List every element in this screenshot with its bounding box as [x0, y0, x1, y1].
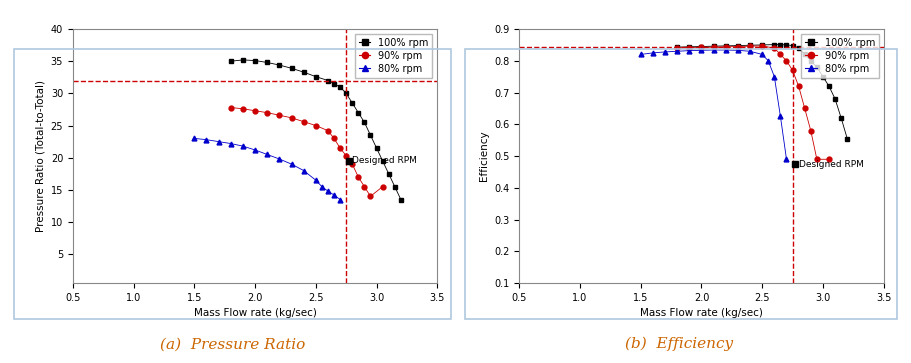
Legend: 100% rpm, 90% rpm, 80% rpm: 100% rpm, 90% rpm, 80% rpm	[801, 34, 879, 78]
Y-axis label: Pressure Ratio (Total-to-Total): Pressure Ratio (Total-to-Total)	[36, 80, 46, 232]
Text: (b)  Efficiency: (b) Efficiency	[625, 337, 732, 351]
Y-axis label: Efficiency: Efficiency	[478, 131, 488, 182]
X-axis label: Mass Flow rate (kg/sec): Mass Flow rate (kg/sec)	[640, 309, 763, 318]
Text: Designed RPM: Designed RPM	[353, 156, 417, 166]
Text: Designed RPM: Designed RPM	[799, 159, 864, 168]
Legend: 100% rpm, 90% rpm, 80% rpm: 100% rpm, 90% rpm, 80% rpm	[354, 34, 433, 78]
Text: (a)  Pressure Ratio: (a) Pressure Ratio	[159, 338, 305, 351]
X-axis label: Mass Flow rate (kg/sec): Mass Flow rate (kg/sec)	[194, 309, 316, 318]
